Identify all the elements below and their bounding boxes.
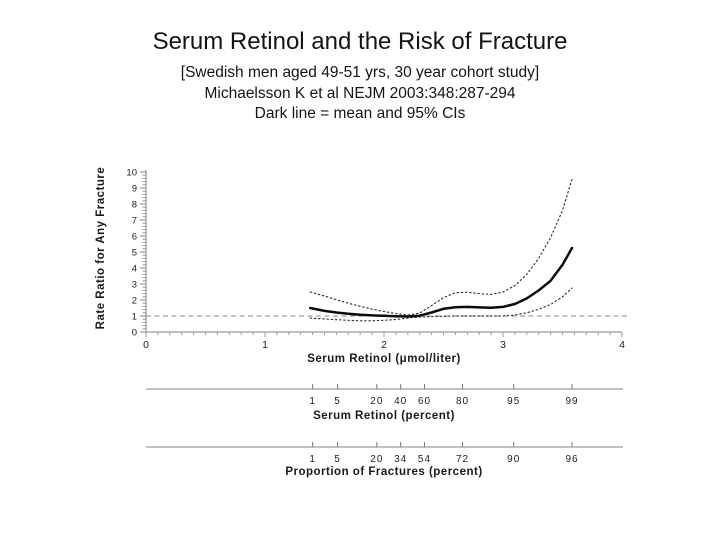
svg-text:0: 0 (132, 328, 137, 339)
secondary-axis-fracture-proportion-title: Proportion of Fractures (percent) (285, 466, 483, 478)
svg-text:4: 4 (132, 264, 137, 275)
svg-text:54: 54 (418, 454, 431, 465)
subtitle-citation: Michaelsson K et al NEJM 2003:348:287-29… (204, 85, 516, 102)
svg-text:9: 9 (132, 184, 137, 195)
svg-text:1: 1 (132, 312, 137, 323)
svg-text:80: 80 (456, 396, 469, 407)
x-axis: 0 1 2 3 4 (143, 331, 625, 351)
svg-text:2: 2 (132, 296, 137, 307)
lower-95ci-curve (309, 287, 573, 322)
svg-text:5: 5 (334, 396, 341, 407)
svg-text:2: 2 (381, 339, 387, 351)
y-axis-title: Rate Ratio for Any Fracture (95, 166, 107, 330)
svg-text:60: 60 (418, 396, 431, 407)
svg-text:8: 8 (132, 200, 137, 211)
svg-text:1: 1 (309, 396, 316, 407)
svg-text:3: 3 (500, 339, 506, 351)
x-axis-title: Serum Retinol (μmol/liter) (307, 353, 461, 365)
svg-text:4: 4 (619, 339, 625, 351)
secondary-axis-fracture-proportion: 1 5 20 34 54 72 90 96 (146, 442, 623, 465)
subtitle-legend: Dark line = mean and 95% CIs (254, 105, 466, 122)
svg-text:10: 10 (126, 168, 137, 179)
secondary-axis-retinol-percent: 1 5 20 40 60 80 95 99 (146, 384, 623, 407)
svg-text:90: 90 (507, 454, 520, 465)
svg-text:3: 3 (132, 280, 137, 291)
svg-text:34: 34 (394, 454, 407, 465)
mean-curve (308, 246, 574, 318)
secondary-axis-retinol-percent-title: Serum Retinol (percent) (313, 410, 455, 422)
page-title: Serum Retinol and the Risk of Fracture (152, 28, 568, 55)
svg-text:5: 5 (132, 248, 137, 259)
y-axis: 0 1 2 3 4 5 6 7 8 9 10 (126, 168, 147, 339)
svg-text:5: 5 (334, 454, 341, 465)
svg-text:6: 6 (132, 232, 137, 243)
svg-text:0: 0 (143, 339, 149, 351)
svg-text:72: 72 (456, 454, 469, 465)
svg-text:7: 7 (132, 216, 137, 227)
svg-text:20: 20 (370, 454, 383, 465)
svg-text:96: 96 (565, 454, 578, 465)
upper-95ci-curve (309, 178, 573, 316)
svg-text:99: 99 (565, 396, 578, 407)
svg-text:20: 20 (370, 396, 383, 407)
svg-text:1: 1 (309, 454, 316, 465)
svg-text:1: 1 (262, 339, 268, 351)
fracture-risk-chart: 0 1 2 3 4 5 6 7 8 9 10 0 1 2 3 4 1 5 20 40 60 80 95 99 1 5 20 34 54 7… (0, 150, 720, 510)
subtitle-study: [Swedish men aged 49-51 yrs, 30 year coh… (180, 64, 540, 81)
svg-text:95: 95 (507, 396, 520, 407)
svg-text:40: 40 (394, 396, 407, 407)
